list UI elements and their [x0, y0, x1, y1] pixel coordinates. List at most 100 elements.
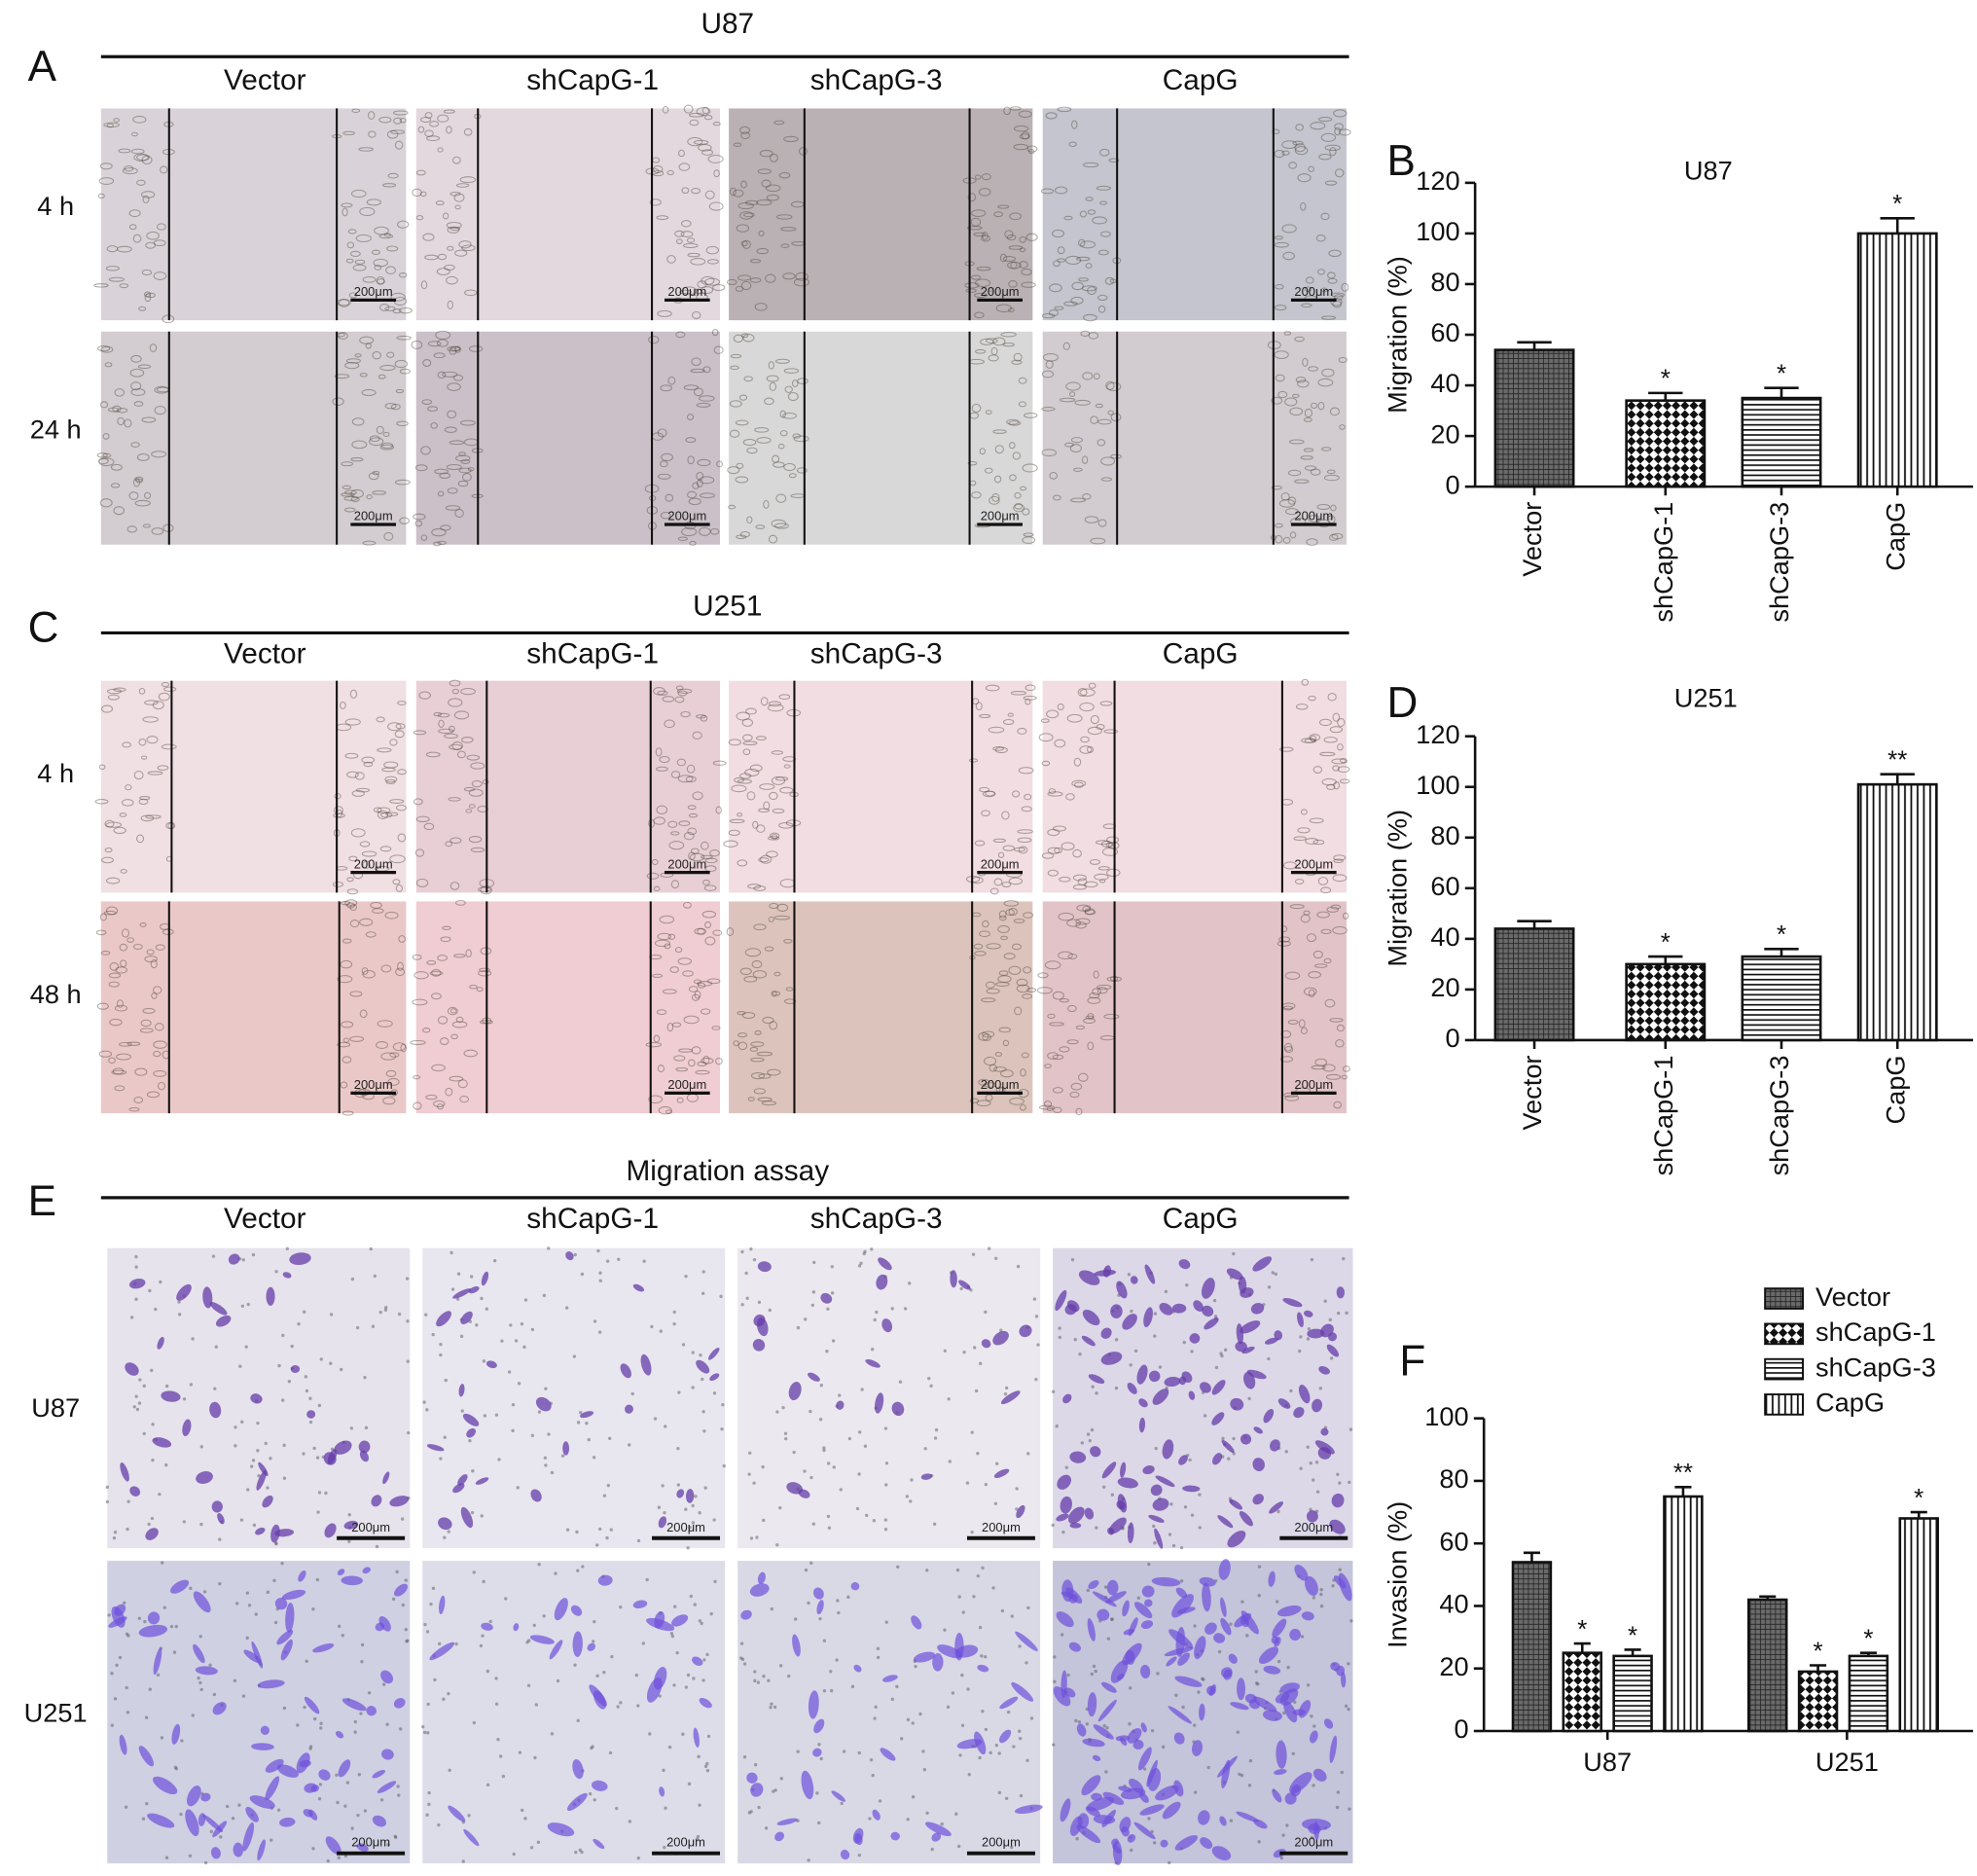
pore [443, 1435, 447, 1439]
cell [424, 254, 439, 261]
pore [1314, 1461, 1319, 1464]
pore [439, 1353, 443, 1357]
cell [667, 376, 676, 385]
cell [137, 364, 152, 370]
pore [1281, 1833, 1285, 1837]
pore [747, 1811, 752, 1815]
cell [420, 280, 428, 290]
cell [1093, 1815, 1116, 1824]
cell [756, 247, 770, 255]
cell [736, 711, 750, 721]
cell [593, 1690, 606, 1710]
cell [1137, 1747, 1152, 1771]
pore [890, 1307, 894, 1311]
cell [359, 1009, 368, 1019]
cell [1082, 905, 1092, 913]
cell [351, 789, 365, 797]
cell [1062, 1393, 1072, 1404]
cell [341, 202, 353, 208]
pore [1214, 1365, 1219, 1370]
panel-letter: C [28, 603, 59, 651]
cell [704, 190, 715, 199]
pore [218, 1581, 222, 1586]
pore [191, 1337, 195, 1341]
cell [1178, 1455, 1188, 1465]
cell [783, 938, 793, 944]
pore [105, 1499, 110, 1504]
cell [798, 1489, 810, 1498]
cell [1330, 292, 1346, 298]
cell [413, 513, 426, 521]
cell [666, 169, 674, 176]
pore [663, 1510, 666, 1515]
pore [591, 1640, 595, 1643]
cell [742, 438, 757, 447]
pore [756, 1680, 761, 1684]
cell [981, 810, 990, 816]
pore [335, 1773, 339, 1777]
cell [1088, 332, 1099, 340]
cell [798, 147, 808, 156]
pore [863, 1444, 868, 1448]
pore [608, 1750, 613, 1755]
cell [743, 212, 755, 218]
pore [932, 1522, 937, 1527]
pore [282, 1476, 287, 1480]
pore [592, 1456, 596, 1460]
cell [1122, 1314, 1137, 1330]
micrograph-background [729, 331, 1033, 545]
pore [884, 1461, 889, 1465]
cell [145, 814, 162, 819]
pore [610, 1654, 614, 1659]
pore [276, 1808, 281, 1812]
cell [958, 1280, 971, 1290]
cell [453, 954, 466, 958]
cell [676, 758, 686, 767]
cell [106, 245, 119, 253]
x-tick-label: shCapG-1 [1648, 1056, 1678, 1176]
cell [358, 147, 374, 152]
significance: * [1628, 1622, 1637, 1649]
cell [454, 249, 468, 257]
cell [986, 338, 998, 344]
significance: * [1814, 1638, 1823, 1665]
cell [104, 847, 113, 853]
pore [1158, 1365, 1163, 1369]
cell [377, 1020, 393, 1028]
cell [104, 362, 113, 368]
cell [711, 329, 719, 337]
pore [884, 1620, 888, 1624]
cell [656, 766, 668, 772]
cell [138, 738, 147, 746]
cell [730, 365, 739, 371]
pore [1090, 1427, 1095, 1432]
pore [556, 1678, 560, 1683]
bar [1511, 1561, 1553, 1733]
cell [479, 967, 490, 973]
pore [423, 1622, 427, 1627]
cell [993, 878, 1003, 886]
cell [1134, 1602, 1153, 1619]
cell [742, 748, 751, 756]
pore [251, 1252, 256, 1257]
cell [1038, 1104, 1056, 1110]
pore [145, 1801, 149, 1806]
cell [276, 1764, 299, 1778]
cell [850, 1582, 860, 1591]
micrograph-background [737, 1561, 1041, 1864]
cell [100, 345, 114, 353]
pore [1219, 1352, 1223, 1355]
pore [811, 1290, 816, 1294]
cell [685, 1489, 695, 1503]
pore [142, 1431, 146, 1436]
cell [707, 154, 724, 163]
scale-bar-label: 200μm [1294, 1835, 1333, 1850]
pore [602, 1670, 606, 1675]
pore [319, 1721, 323, 1725]
panel-letter: F [1399, 1338, 1425, 1386]
micrograph: 200μm [94, 680, 407, 895]
pore [796, 1325, 801, 1330]
cell [1323, 1718, 1334, 1729]
scale-bar-label: 200μm [1294, 856, 1333, 871]
cell [1246, 1369, 1267, 1380]
